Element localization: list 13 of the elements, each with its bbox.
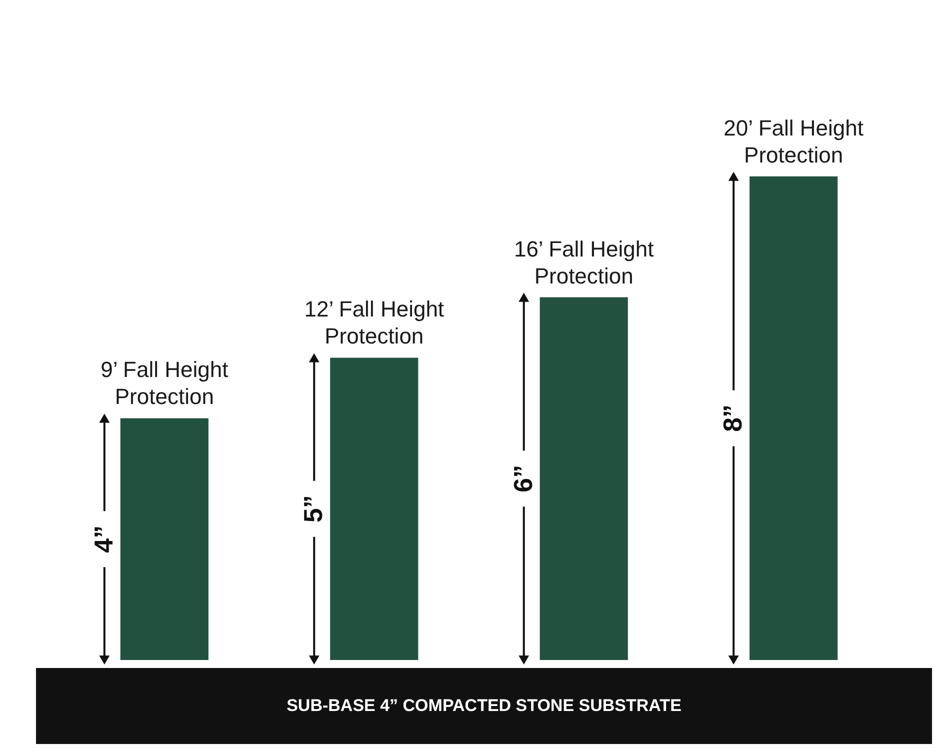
x-tick-label: 20’ Fall Height Protection xyxy=(724,115,864,168)
bar xyxy=(750,176,838,660)
x-tick-label: 16’ Fall Height Protection xyxy=(514,236,654,288)
bar xyxy=(540,297,628,660)
bar xyxy=(330,358,418,660)
data-label: 4” xyxy=(88,525,118,553)
x-tick-label: 12’ Fall Height Protection xyxy=(304,296,444,349)
x-tick-label: 9’ Fall Height Protection xyxy=(100,357,228,410)
data-label: 6” xyxy=(508,464,538,492)
bar xyxy=(120,418,208,660)
text: SUB-BASE 4” COMPACTED STONE SUBSTRATE xyxy=(286,696,682,715)
data-label: 8” xyxy=(718,404,748,432)
data-label: 5” xyxy=(298,495,328,523)
